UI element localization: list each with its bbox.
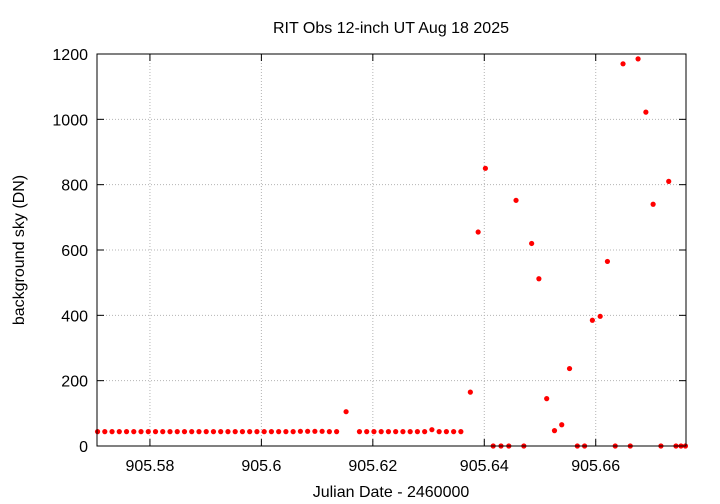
data-point <box>319 428 325 434</box>
data-point <box>422 429 428 435</box>
x-tick-label: 905.58 <box>125 458 174 475</box>
data-point <box>544 396 550 402</box>
y-tick-label: 1000 <box>52 112 88 129</box>
data-point <box>482 165 488 171</box>
data-point <box>589 317 595 323</box>
axis-ticks <box>97 53 686 447</box>
data-point <box>393 429 399 435</box>
data-point <box>458 429 464 435</box>
data-point <box>116 429 122 435</box>
data-point <box>429 427 435 433</box>
chart-title: RIT Obs 12-inch UT Aug 18 2025 <box>273 20 509 37</box>
data-point <box>210 429 217 435</box>
data-point <box>597 313 603 319</box>
data-point <box>138 429 144 435</box>
tick-labels: 905.58 905.6 905.62 905.64 905.66 0 200 400 600 8… <box>52 47 620 475</box>
data-point <box>443 429 449 435</box>
data-point <box>604 258 611 265</box>
data-points <box>94 56 689 449</box>
data-point <box>536 276 542 282</box>
data-point <box>364 429 370 435</box>
y-tick-label: 0 <box>79 439 88 456</box>
data-point <box>196 429 202 435</box>
data-point <box>297 428 303 434</box>
x-tick-label: 905.64 <box>460 458 509 475</box>
data-point <box>451 429 457 435</box>
y-tick-label: 200 <box>61 374 88 391</box>
data-point <box>400 429 406 435</box>
data-point <box>371 429 377 435</box>
data-point <box>131 429 137 435</box>
data-point <box>109 429 115 435</box>
data-point <box>385 429 392 435</box>
data-point <box>290 429 296 435</box>
y-tick-label: 800 <box>61 178 88 195</box>
grid-lines <box>97 53 686 447</box>
data-point <box>268 429 275 435</box>
data-point <box>620 61 626 67</box>
data-point <box>326 429 332 435</box>
x-tick-label: 905.66 <box>571 458 620 475</box>
x-tick-label: 905.6 <box>241 458 281 475</box>
data-point <box>343 409 349 415</box>
data-point <box>414 429 421 435</box>
y-tick-label: 1200 <box>52 47 88 64</box>
data-point <box>305 428 311 434</box>
data-point <box>247 429 253 435</box>
data-point <box>666 178 672 184</box>
data-point <box>436 429 442 435</box>
data-point <box>407 429 413 435</box>
data-point <box>475 229 481 235</box>
data-point <box>643 109 649 115</box>
data-point <box>283 429 289 435</box>
data-point <box>232 429 238 435</box>
data-point <box>334 429 340 435</box>
data-point <box>160 429 166 435</box>
plot-frame <box>96 53 687 447</box>
data-point <box>167 429 173 435</box>
data-point <box>239 429 246 435</box>
data-point <box>189 429 195 435</box>
data-point <box>276 429 282 435</box>
data-point <box>566 365 573 372</box>
x-axis-label: Julian Date - 2460000 <box>313 484 470 501</box>
data-point <box>551 428 558 434</box>
data-point <box>356 429 363 435</box>
data-point <box>378 429 384 435</box>
data-point <box>312 428 318 434</box>
data-point <box>650 201 656 207</box>
data-point <box>145 429 151 435</box>
data-point <box>152 429 159 435</box>
data-point <box>529 240 535 247</box>
data-point <box>635 56 641 62</box>
data-point <box>559 422 565 428</box>
data-point <box>181 429 188 435</box>
data-point <box>123 429 130 435</box>
data-point <box>225 429 231 435</box>
data-point <box>467 389 473 395</box>
data-point <box>254 429 260 435</box>
data-point <box>513 197 519 203</box>
data-point <box>94 429 101 435</box>
y-axis-label: background sky (DN) <box>11 175 28 325</box>
y-tick-label: 600 <box>61 243 88 260</box>
data-point <box>261 429 267 435</box>
data-point <box>203 429 209 435</box>
y-tick-label: 400 <box>61 308 88 325</box>
x-tick-label: 905.62 <box>348 458 397 475</box>
data-point <box>102 429 108 435</box>
data-point <box>174 429 180 435</box>
data-point <box>218 429 224 435</box>
